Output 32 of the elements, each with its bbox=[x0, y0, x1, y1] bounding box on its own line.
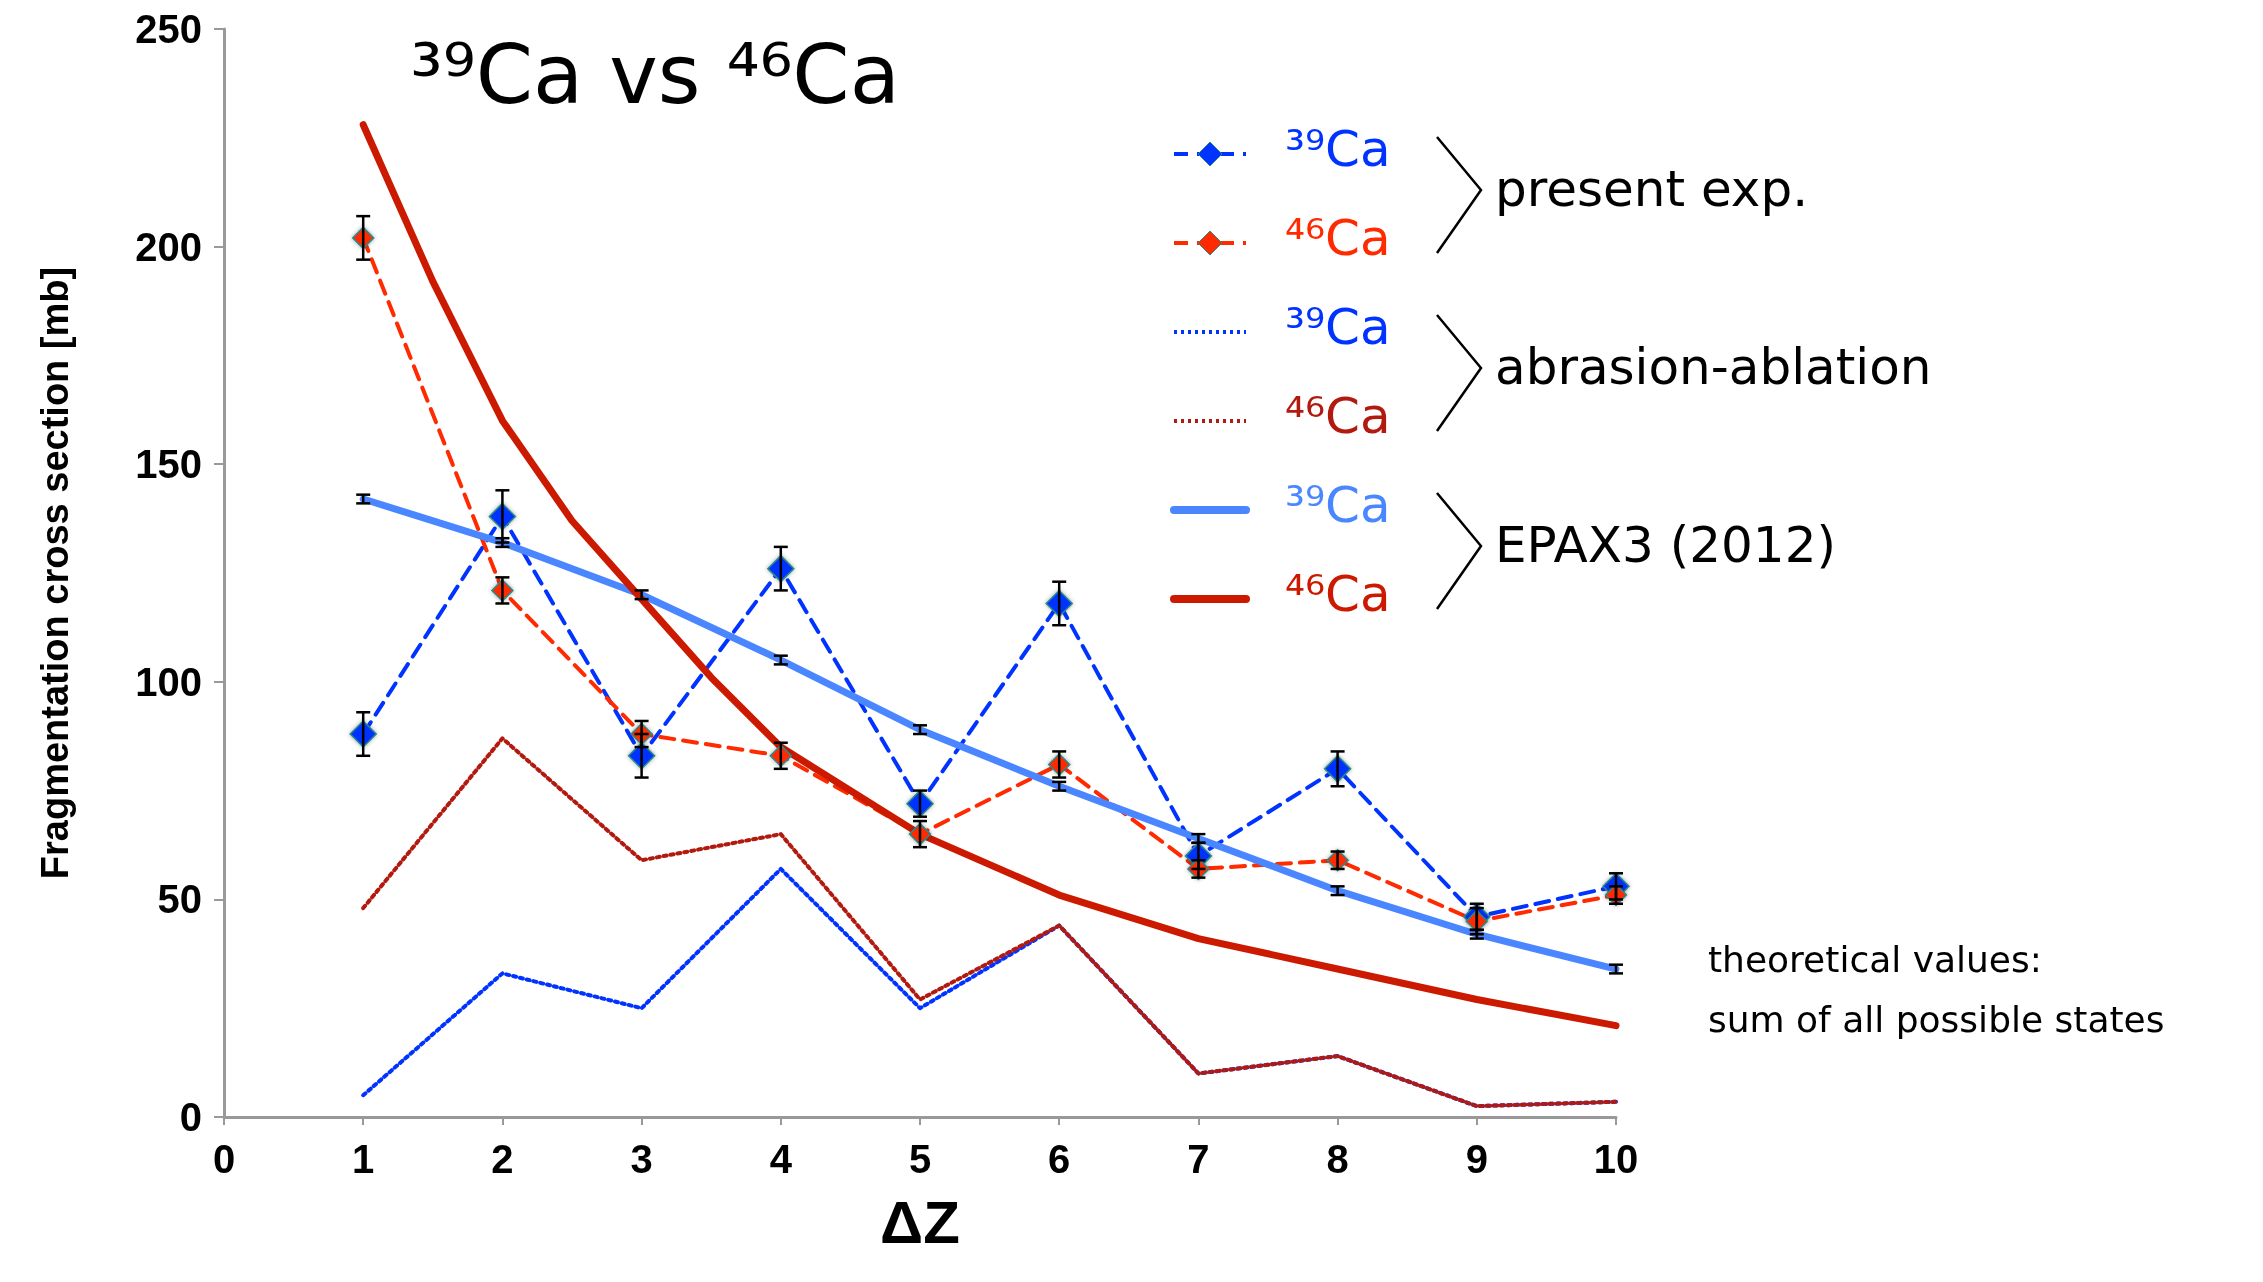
x-tick-label: 10 bbox=[1593, 1137, 1639, 1181]
legend-label: ⁴⁶Ca bbox=[1285, 209, 1391, 267]
x-tick-label: 1 bbox=[352, 1137, 375, 1181]
legend-label: ⁴⁶Ca bbox=[1285, 387, 1391, 445]
legend-label: ³⁹Ca bbox=[1285, 298, 1391, 356]
chart-title: ³⁹Ca vs ⁴⁶Ca bbox=[410, 26, 900, 122]
legend-label: ⁴⁶Ca bbox=[1285, 565, 1391, 623]
line-series bbox=[361, 866, 1618, 1109]
annotation: present exp. bbox=[1495, 160, 1809, 218]
x-tick-label: 8 bbox=[1326, 1137, 1349, 1181]
text: theoretical values: sum of all possible states bbox=[1708, 938, 2165, 1042]
x-tick-label: 0 bbox=[212, 1137, 236, 1181]
y-axis-title: Fragmentation cross section [mb] bbox=[34, 266, 76, 880]
x-tick-label: 5 bbox=[908, 1137, 932, 1181]
x-tick-label: 4 bbox=[769, 1137, 793, 1181]
legend-label: ³⁹Ca bbox=[1285, 476, 1391, 534]
y-tick-label: 150 bbox=[135, 442, 202, 487]
annotation: abrasion-ablation bbox=[1495, 338, 1932, 396]
x-axis-title: ΔZ bbox=[880, 1188, 960, 1256]
legend-label: ³⁹Ca bbox=[1285, 120, 1391, 178]
x-tick-label: 3 bbox=[630, 1137, 653, 1181]
y-tick-label: 250 bbox=[135, 7, 202, 51]
y-tick-label: 0 bbox=[179, 1095, 202, 1139]
y-tick-label: 100 bbox=[135, 659, 202, 704]
annotation: EPAX3 (2012) bbox=[1495, 516, 1836, 574]
x-tick-label: 2 bbox=[491, 1137, 514, 1181]
x-tick-label: 9 bbox=[1465, 1137, 1488, 1181]
y-tick-label: 200 bbox=[135, 224, 202, 269]
line-series bbox=[361, 736, 1618, 1109]
x-tick-label: 6 bbox=[1048, 1137, 1071, 1181]
y-tick-label: 50 bbox=[157, 877, 202, 922]
x-tick-label: 7 bbox=[1187, 1137, 1210, 1181]
